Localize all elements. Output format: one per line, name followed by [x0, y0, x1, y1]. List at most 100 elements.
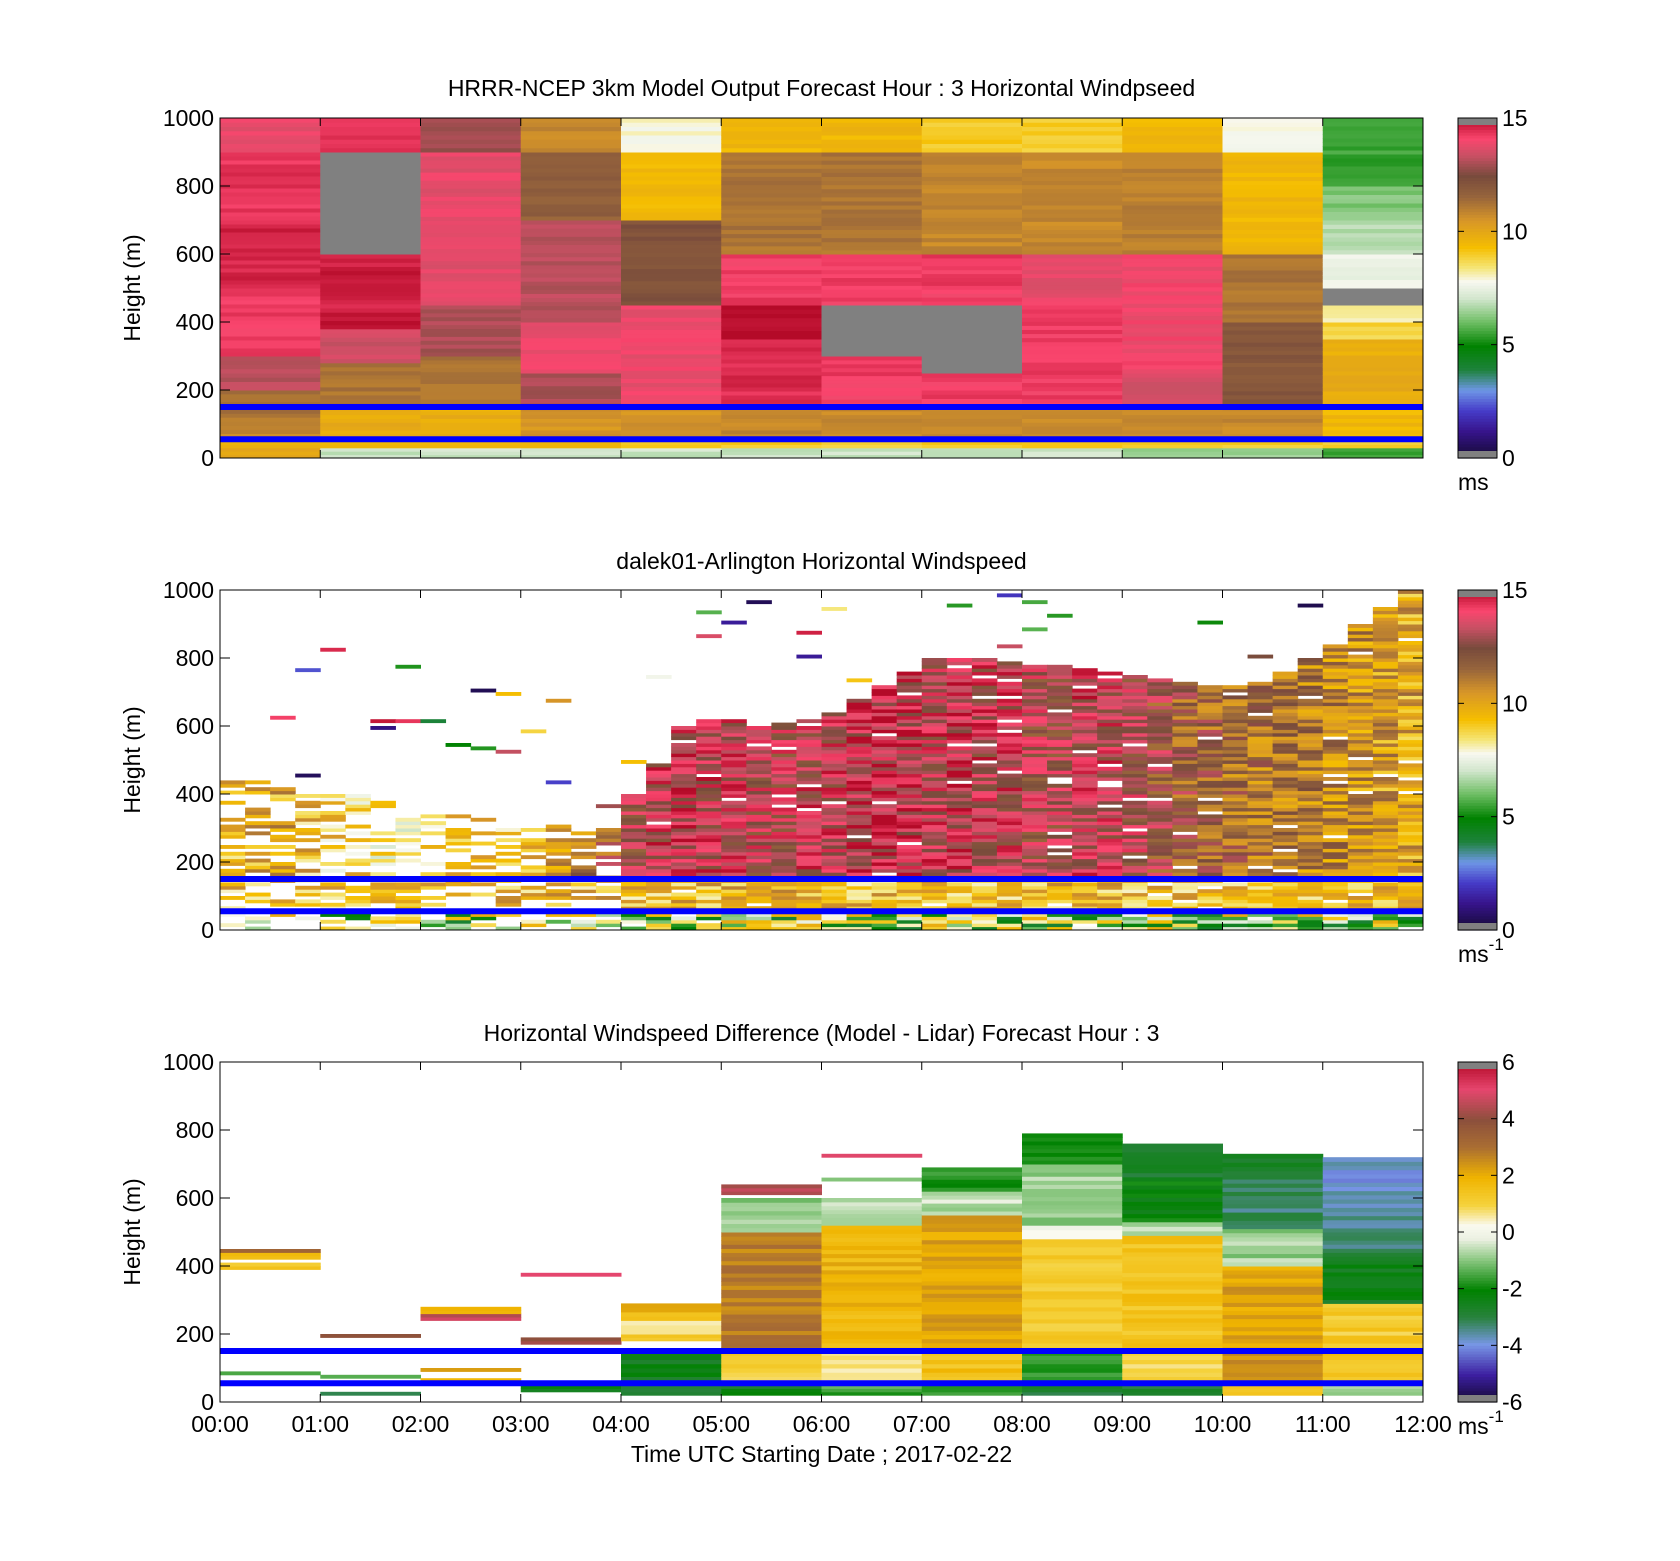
heatmap-cell: [646, 790, 672, 795]
heatmap-cell: [721, 1301, 822, 1307]
heatmap-cell: [1022, 851, 1048, 856]
heatmap-cell: [721, 1385, 822, 1389]
colorbar-swatch: [1458, 146, 1497, 150]
heatmap-cell: [621, 236, 722, 241]
heatmap-cell: [370, 719, 396, 724]
heatmap-cell: [320, 919, 346, 924]
heatmap-cell: [1222, 188, 1324, 194]
heatmap-cell: [1122, 817, 1148, 822]
heatmap-cell: [821, 753, 848, 758]
heatmap-cell: [821, 906, 848, 911]
heatmap-cell: [1297, 858, 1324, 863]
heatmap-cell: [1222, 1355, 1324, 1360]
heatmap-cell: [1297, 675, 1324, 679]
heatmap-cell: [1222, 814, 1249, 819]
heatmap-cell: [520, 256, 622, 262]
heatmap-cell: [1347, 821, 1374, 826]
heatmap-cell: [621, 366, 722, 371]
heatmap-cell: [1322, 661, 1349, 666]
heatmap-cell: [721, 889, 747, 894]
heatmap-cell: [921, 736, 948, 741]
heatmap-cell: [1297, 692, 1324, 696]
heatmap-cell: [1122, 1147, 1223, 1153]
heatmap-cell: [621, 410, 722, 416]
colorbar-unit: ms-1: [1458, 1407, 1504, 1439]
heatmap-cell: [1372, 923, 1399, 928]
heatmap-cell: [921, 862, 948, 866]
colorbar-swatch: [1458, 1297, 1497, 1301]
y-tick-label: 200: [176, 849, 214, 875]
heatmap-cell: [370, 916, 396, 921]
heatmap-cell: [220, 248, 321, 253]
heatmap-cell: [220, 447, 321, 452]
heatmap-cell: [1322, 134, 1424, 139]
heatmap-cell: [220, 200, 321, 205]
heatmap-cell: [1222, 233, 1324, 239]
heatmap-cell: [1022, 414, 1123, 419]
heatmap-cell: [520, 228, 622, 233]
heatmap-cell: [921, 1235, 1023, 1241]
heatmap-cell: [1322, 138, 1424, 143]
heatmap-cell: [946, 821, 973, 826]
heatmap-cell: [1097, 688, 1123, 693]
heatmap-cell: [771, 821, 797, 826]
heatmap-cell: [696, 807, 722, 812]
heatmap-cell: [921, 297, 1023, 302]
heatmap-cell: [1022, 1225, 1123, 1231]
heatmap-cell: [646, 766, 672, 771]
heatmap-cell: [1222, 1232, 1324, 1238]
heatmap-cell: [1222, 122, 1324, 127]
heatmap-cell: [946, 746, 973, 751]
colorbar-swatch: [1458, 760, 1497, 764]
heatmap-cell: [1372, 862, 1399, 866]
heatmap-cell: [971, 766, 998, 771]
heatmap-cell: [1147, 868, 1173, 873]
heatmap-cell: [746, 736, 772, 741]
heatmap-cell: [821, 249, 923, 255]
heatmap-cell: [921, 139, 1023, 144]
heatmap-cell: [1122, 848, 1148, 853]
heatmap-cell: [495, 858, 522, 863]
heatmap-cell: [1297, 865, 1324, 870]
heatmap-cell: [821, 780, 848, 785]
heatmap-cell: [896, 756, 923, 761]
heatmap-cell: [821, 126, 923, 132]
colorbar-swatch: [1458, 446, 1497, 451]
heatmap-cell: [370, 845, 396, 849]
heatmap-cell: [871, 777, 898, 781]
heatmap-cell: [1222, 1363, 1324, 1369]
heatmap-cell: [1222, 326, 1324, 331]
heatmap-cell: [295, 868, 321, 873]
heatmap-cell: [646, 777, 672, 781]
heatmap-cell: [220, 156, 321, 161]
heatmap-cell: [520, 325, 622, 331]
heatmap-cell: [1372, 896, 1399, 900]
heatmap-cell: [1097, 892, 1123, 897]
heatmap-cell: [1272, 712, 1299, 717]
heatmap-cell: [971, 681, 998, 686]
heatmap-cell: [721, 1391, 822, 1396]
heatmap-cell: [420, 328, 522, 333]
heatmap-cell: [1247, 899, 1274, 904]
heatmap-cell: [896, 824, 923, 829]
heatmap-cell: [420, 300, 522, 306]
colorbar-swatch: [1458, 785, 1497, 789]
colorbar-swatch: [1458, 791, 1497, 795]
colorbar-swatch: [1458, 426, 1497, 431]
heatmap-cell: [921, 118, 1023, 123]
heatmap-cell: [896, 746, 923, 751]
heatmap-cell: [1072, 814, 1098, 819]
heatmap-cell: [796, 862, 822, 866]
heatmap-cell: [1122, 1368, 1223, 1373]
heatmap-cell: [1072, 855, 1098, 860]
heatmap-cell: [796, 841, 822, 846]
heatmap-cell: [1272, 780, 1299, 785]
heatmap-cell: [445, 916, 472, 921]
heatmap-cell: [1122, 299, 1223, 304]
heatmap-cell: [1022, 678, 1048, 683]
colorbar-swatch: [1458, 700, 1497, 704]
heatmap-cell: [1397, 613, 1424, 618]
heatmap-cell: [621, 1320, 722, 1326]
heatmap-cell: [1047, 811, 1073, 815]
heatmap-cell: [821, 1201, 923, 1207]
